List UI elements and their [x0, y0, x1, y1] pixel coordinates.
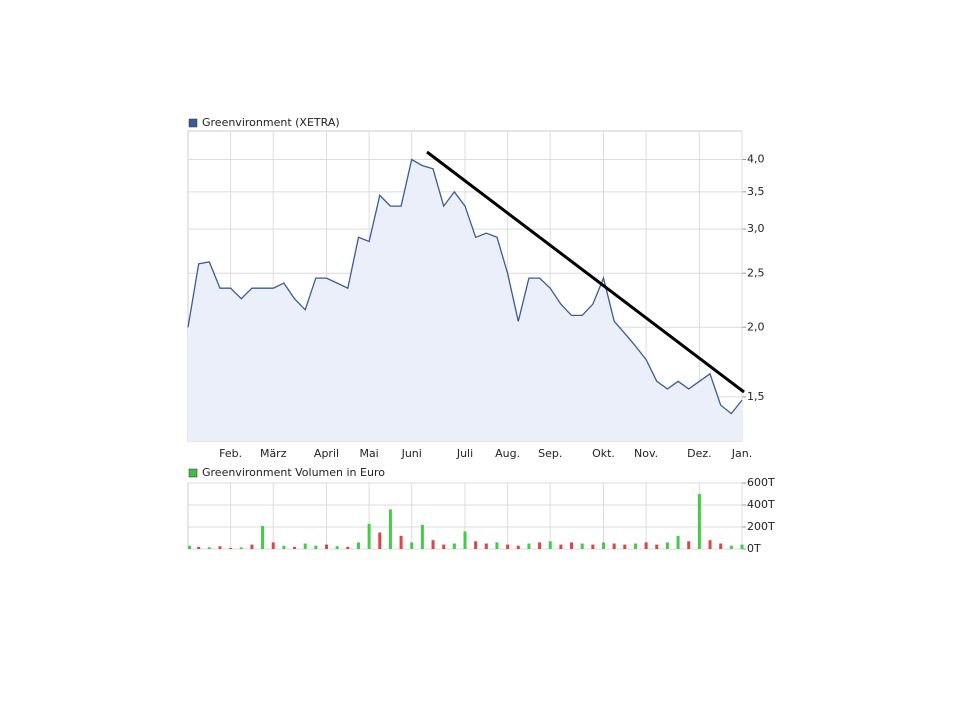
x-tick-label: Aug. — [495, 447, 520, 460]
bar — [729, 545, 733, 549]
bar — [602, 542, 605, 549]
bar — [325, 544, 328, 549]
bar — [207, 547, 211, 549]
legend-swatch — [188, 468, 198, 478]
bar — [612, 543, 616, 549]
bar — [399, 535, 403, 549]
trend-line — [426, 150, 745, 394]
bar — [346, 546, 350, 549]
bar — [719, 543, 723, 549]
legend-swatch — [188, 118, 198, 128]
bar — [335, 546, 339, 549]
bar — [676, 535, 680, 549]
bar — [463, 531, 467, 549]
x-tick-label: Mai — [359, 447, 378, 460]
bar — [356, 542, 360, 549]
x-tick-label: Juni — [401, 447, 422, 460]
bar — [559, 544, 563, 549]
bar — [442, 544, 446, 549]
bar — [495, 542, 499, 549]
y-tick-label: 3,5 — [747, 185, 765, 198]
bar — [591, 544, 595, 549]
x-tick-label: Sep. — [538, 447, 562, 460]
x-tick-label: März — [260, 447, 287, 460]
bar — [633, 543, 637, 549]
bar — [655, 544, 659, 549]
bar — [378, 532, 382, 549]
bar — [506, 544, 510, 549]
y-tick-label: 4,0 — [747, 153, 765, 166]
bar — [229, 547, 233, 549]
bar — [644, 542, 648, 549]
bar — [431, 540, 435, 549]
legend-label: Greenvironment Volumen in Euro — [202, 466, 385, 479]
area — [188, 159, 742, 441]
y-tick-label: 2,0 — [747, 320, 765, 333]
bar — [197, 546, 201, 549]
bar — [314, 545, 318, 549]
x-tick-label: Dez. — [687, 447, 712, 460]
x-tick-label: Jan. — [731, 447, 752, 460]
bar — [740, 544, 744, 549]
bar — [527, 543, 531, 549]
y-tick-label: 3,0 — [747, 222, 765, 235]
bar — [271, 542, 275, 549]
bar — [420, 524, 424, 549]
y-tick-label: 0T — [747, 542, 761, 555]
bar — [261, 525, 265, 549]
bar — [303, 543, 307, 549]
bar — [218, 546, 222, 549]
bar — [697, 494, 701, 549]
y-tick-label: 400T — [747, 498, 775, 511]
bar — [239, 547, 243, 549]
x-tick-label: Juli — [456, 447, 473, 460]
y-tick-label: 600T — [747, 476, 775, 489]
bar — [188, 545, 191, 549]
y-tick-label: 1,5 — [747, 390, 765, 403]
bar — [665, 542, 669, 549]
legend-label: Greenvironment (XETRA) — [202, 116, 340, 129]
x-tick-label: Okt. — [592, 447, 615, 460]
bar — [410, 542, 414, 549]
bar — [708, 540, 712, 549]
bar — [548, 541, 552, 549]
bar — [452, 543, 456, 549]
x-tick-label: Feb. — [219, 447, 242, 460]
line — [187, 158, 743, 415]
y-tick-label: 2,5 — [747, 266, 765, 279]
bar — [580, 543, 584, 549]
bar — [516, 545, 520, 549]
bar — [484, 543, 488, 549]
x-tick-label: April — [314, 447, 339, 460]
y-tick-label: 200T — [747, 520, 775, 533]
bar — [367, 523, 371, 549]
bar — [282, 545, 286, 549]
bar — [687, 541, 691, 549]
bar — [474, 541, 478, 549]
x-tick-label: Nov. — [634, 447, 658, 460]
bar — [388, 509, 392, 549]
bar — [293, 546, 297, 549]
bar — [538, 542, 542, 549]
bar — [570, 542, 574, 549]
bar — [623, 544, 627, 549]
bar — [250, 544, 254, 549]
